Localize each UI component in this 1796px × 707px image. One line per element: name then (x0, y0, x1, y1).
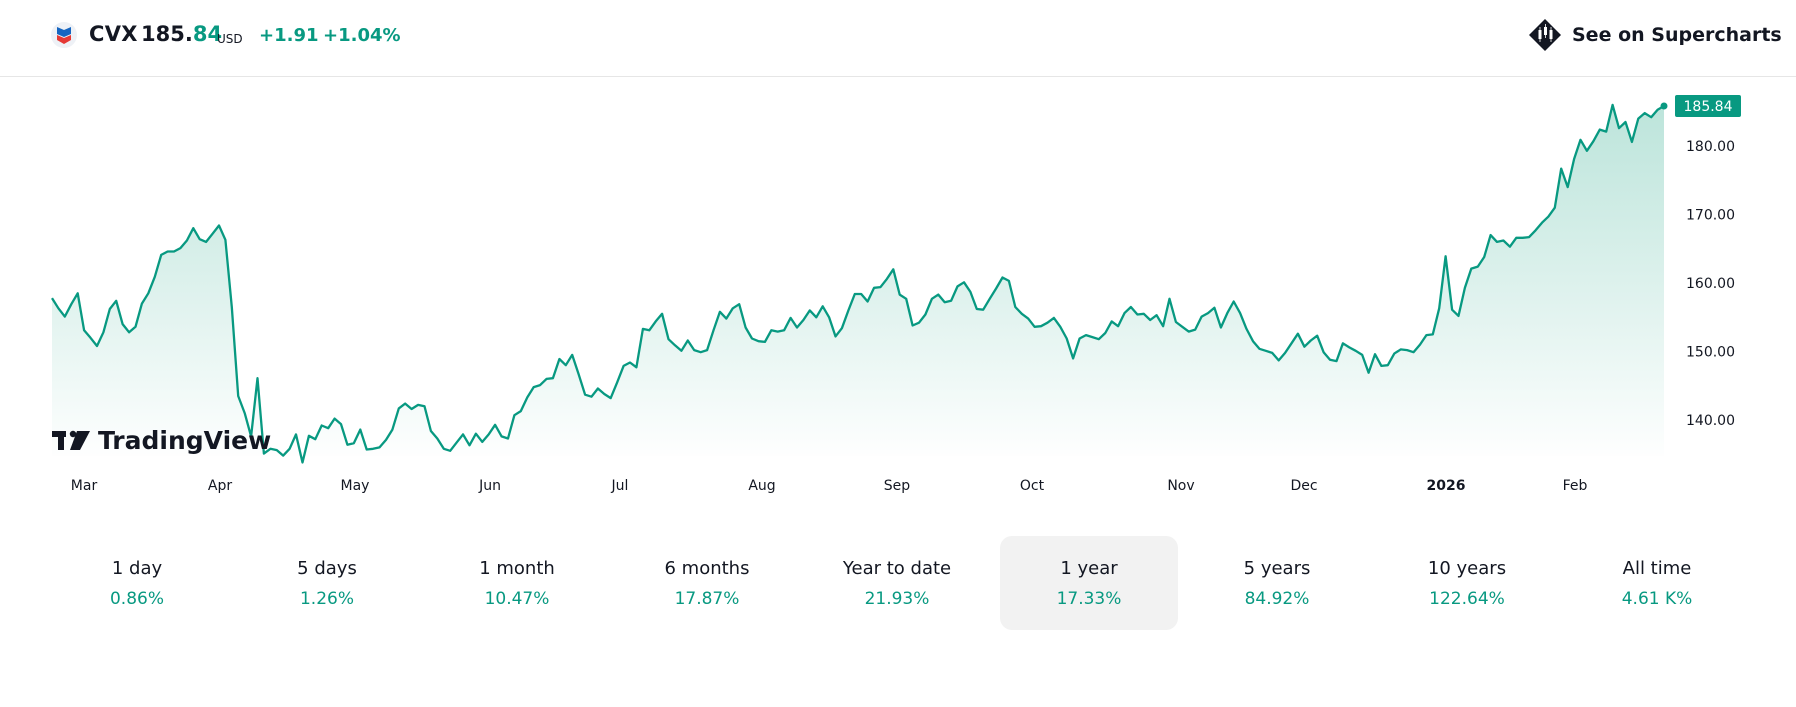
last-price: 185.84 (141, 22, 223, 46)
range-change-value: 21.93% (864, 589, 930, 609)
range-label: All time (1622, 558, 1692, 579)
tradingview-logo-icon (52, 430, 90, 450)
chevron-logo-icon (51, 22, 77, 48)
x-tick-label: Apr (208, 478, 232, 494)
price-line (51, 103, 1665, 464)
tradingview-wordmark: TradingView (98, 426, 271, 455)
symbol-header: CVX 185.84 USD +1.91 +1.04% See on Super… (0, 0, 1796, 77)
range-tab-year-to-date[interactable]: Year to date 21.93% (808, 536, 986, 630)
x-tick-label: Feb (1563, 478, 1588, 494)
symbol-ticker: CVX (89, 22, 138, 46)
x-tick-label: Mar (71, 478, 98, 494)
range-tab-10-years[interactable]: 10 years 122.64% (1378, 536, 1556, 630)
price-chart[interactable]: 140.00 150.00 160.00 170.00 180.00 Mar Apr May… (0, 77, 1796, 507)
supercharts-label: See on Supercharts (1572, 24, 1782, 46)
x-tick-label: Oct (1020, 478, 1045, 494)
range-change-value: 0.86% (109, 589, 164, 609)
range-tab-1-year[interactable]: 1 year 17.33% (1000, 536, 1178, 630)
x-tick-label: Aug (748, 478, 775, 494)
y-tick-label: 140.00 (1686, 413, 1735, 429)
y-axis: 140.00 150.00 160.00 170.00 180.00 (1686, 139, 1735, 429)
see-on-supercharts-link[interactable]: See on Supercharts (1528, 18, 1782, 52)
y-tick-label: 150.00 (1686, 345, 1735, 361)
range-change-value: 17.33% (1056, 589, 1122, 609)
x-tick-label: Jul (611, 478, 629, 494)
y-tick-label: 160.00 (1686, 276, 1735, 292)
range-change-value: 84.92% (1244, 589, 1310, 609)
last-price-dot (1660, 102, 1668, 110)
y-tick-label: 170.00 (1686, 208, 1735, 224)
range-label: 1 month (479, 558, 555, 579)
x-axis: Mar Apr May Jun Jul Aug Sep Oct Nov Dec 2026 Feb (71, 478, 1588, 494)
x-tick-label: Sep (884, 478, 911, 494)
range-change-value: 1.26% (299, 589, 354, 609)
range-label: Year to date (842, 558, 952, 579)
x-tick-label: Jun (478, 478, 501, 494)
last-price-badge: 185.84 (1660, 95, 1741, 117)
change-absolute: +1.91 (259, 25, 319, 46)
y-tick-label: 180.00 (1686, 139, 1735, 155)
tradingview-candle-icon (1529, 19, 1561, 51)
x-tick-label: May (341, 478, 370, 494)
tradingview-watermark: TradingView (52, 426, 271, 455)
x-tick-label: Dec (1290, 478, 1317, 494)
range-label: 5 days (297, 558, 357, 579)
range-tab-5-days[interactable]: 5 days 1.26% (238, 536, 416, 630)
x-tick-label: Nov (1167, 478, 1194, 494)
range-tab-1-month[interactable]: 1 month 10.47% (428, 536, 606, 630)
currency-label: USD (217, 32, 243, 46)
range-tab-1-day[interactable]: 1 day 0.86% (48, 536, 226, 630)
range-label: 6 months (664, 558, 750, 579)
range-change-value: 17.87% (674, 589, 740, 609)
last-price-label: 185.84 (1684, 99, 1733, 115)
range-change-value: 122.64% (1429, 589, 1505, 609)
range-change-value: 4.61 K% (1621, 589, 1693, 609)
range-label: 5 years (1243, 558, 1311, 579)
x-tick-label: 2026 (1427, 478, 1466, 494)
range-tab-6-months[interactable]: 6 months 17.87% (618, 536, 796, 630)
range-selector: 1 day 0.86% 5 days 1.26% 1 month 10.47% 6 mont… (48, 536, 1756, 630)
range-tab-all-time[interactable]: All time 4.61 K% (1568, 536, 1746, 630)
range-label: 1 year (1060, 558, 1118, 579)
range-label: 1 day (111, 558, 163, 579)
range-tab-5-years[interactable]: 5 years 84.92% (1188, 536, 1366, 630)
range-change-value: 10.47% (484, 589, 550, 609)
price-area-fill (52, 104, 1664, 463)
change-percent: +1.04% (323, 25, 401, 46)
range-label: 10 years (1427, 558, 1507, 579)
